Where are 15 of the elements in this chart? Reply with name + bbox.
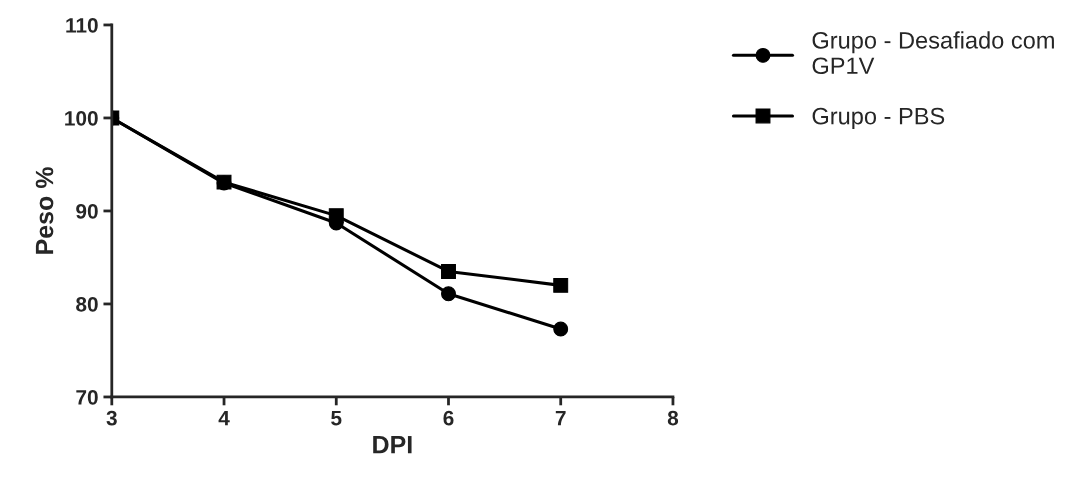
x-tick-label: 5 <box>331 410 342 426</box>
x-tick-label: 4 <box>218 410 230 426</box>
x-tick-label: 8 <box>667 410 679 426</box>
y-tick-label: 90 <box>76 203 98 219</box>
y-tick-label: 100 <box>65 110 98 126</box>
legend-label: Grupo - PBS <box>812 107 945 130</box>
y-tick-label: 110 <box>66 17 98 33</box>
legend-label: Grupo - Desafiado com GP1V <box>812 31 1054 75</box>
x-tick-label: 7 <box>555 410 566 426</box>
x-axis-title: DPI <box>373 436 412 454</box>
y-tick-label: 80 <box>76 296 98 312</box>
x-tick-label: 6 <box>443 410 454 426</box>
y-axis-title: Peso % <box>35 167 54 254</box>
x-tick-label: 3 <box>106 410 117 426</box>
y-tick-label: 70 <box>76 389 98 405</box>
